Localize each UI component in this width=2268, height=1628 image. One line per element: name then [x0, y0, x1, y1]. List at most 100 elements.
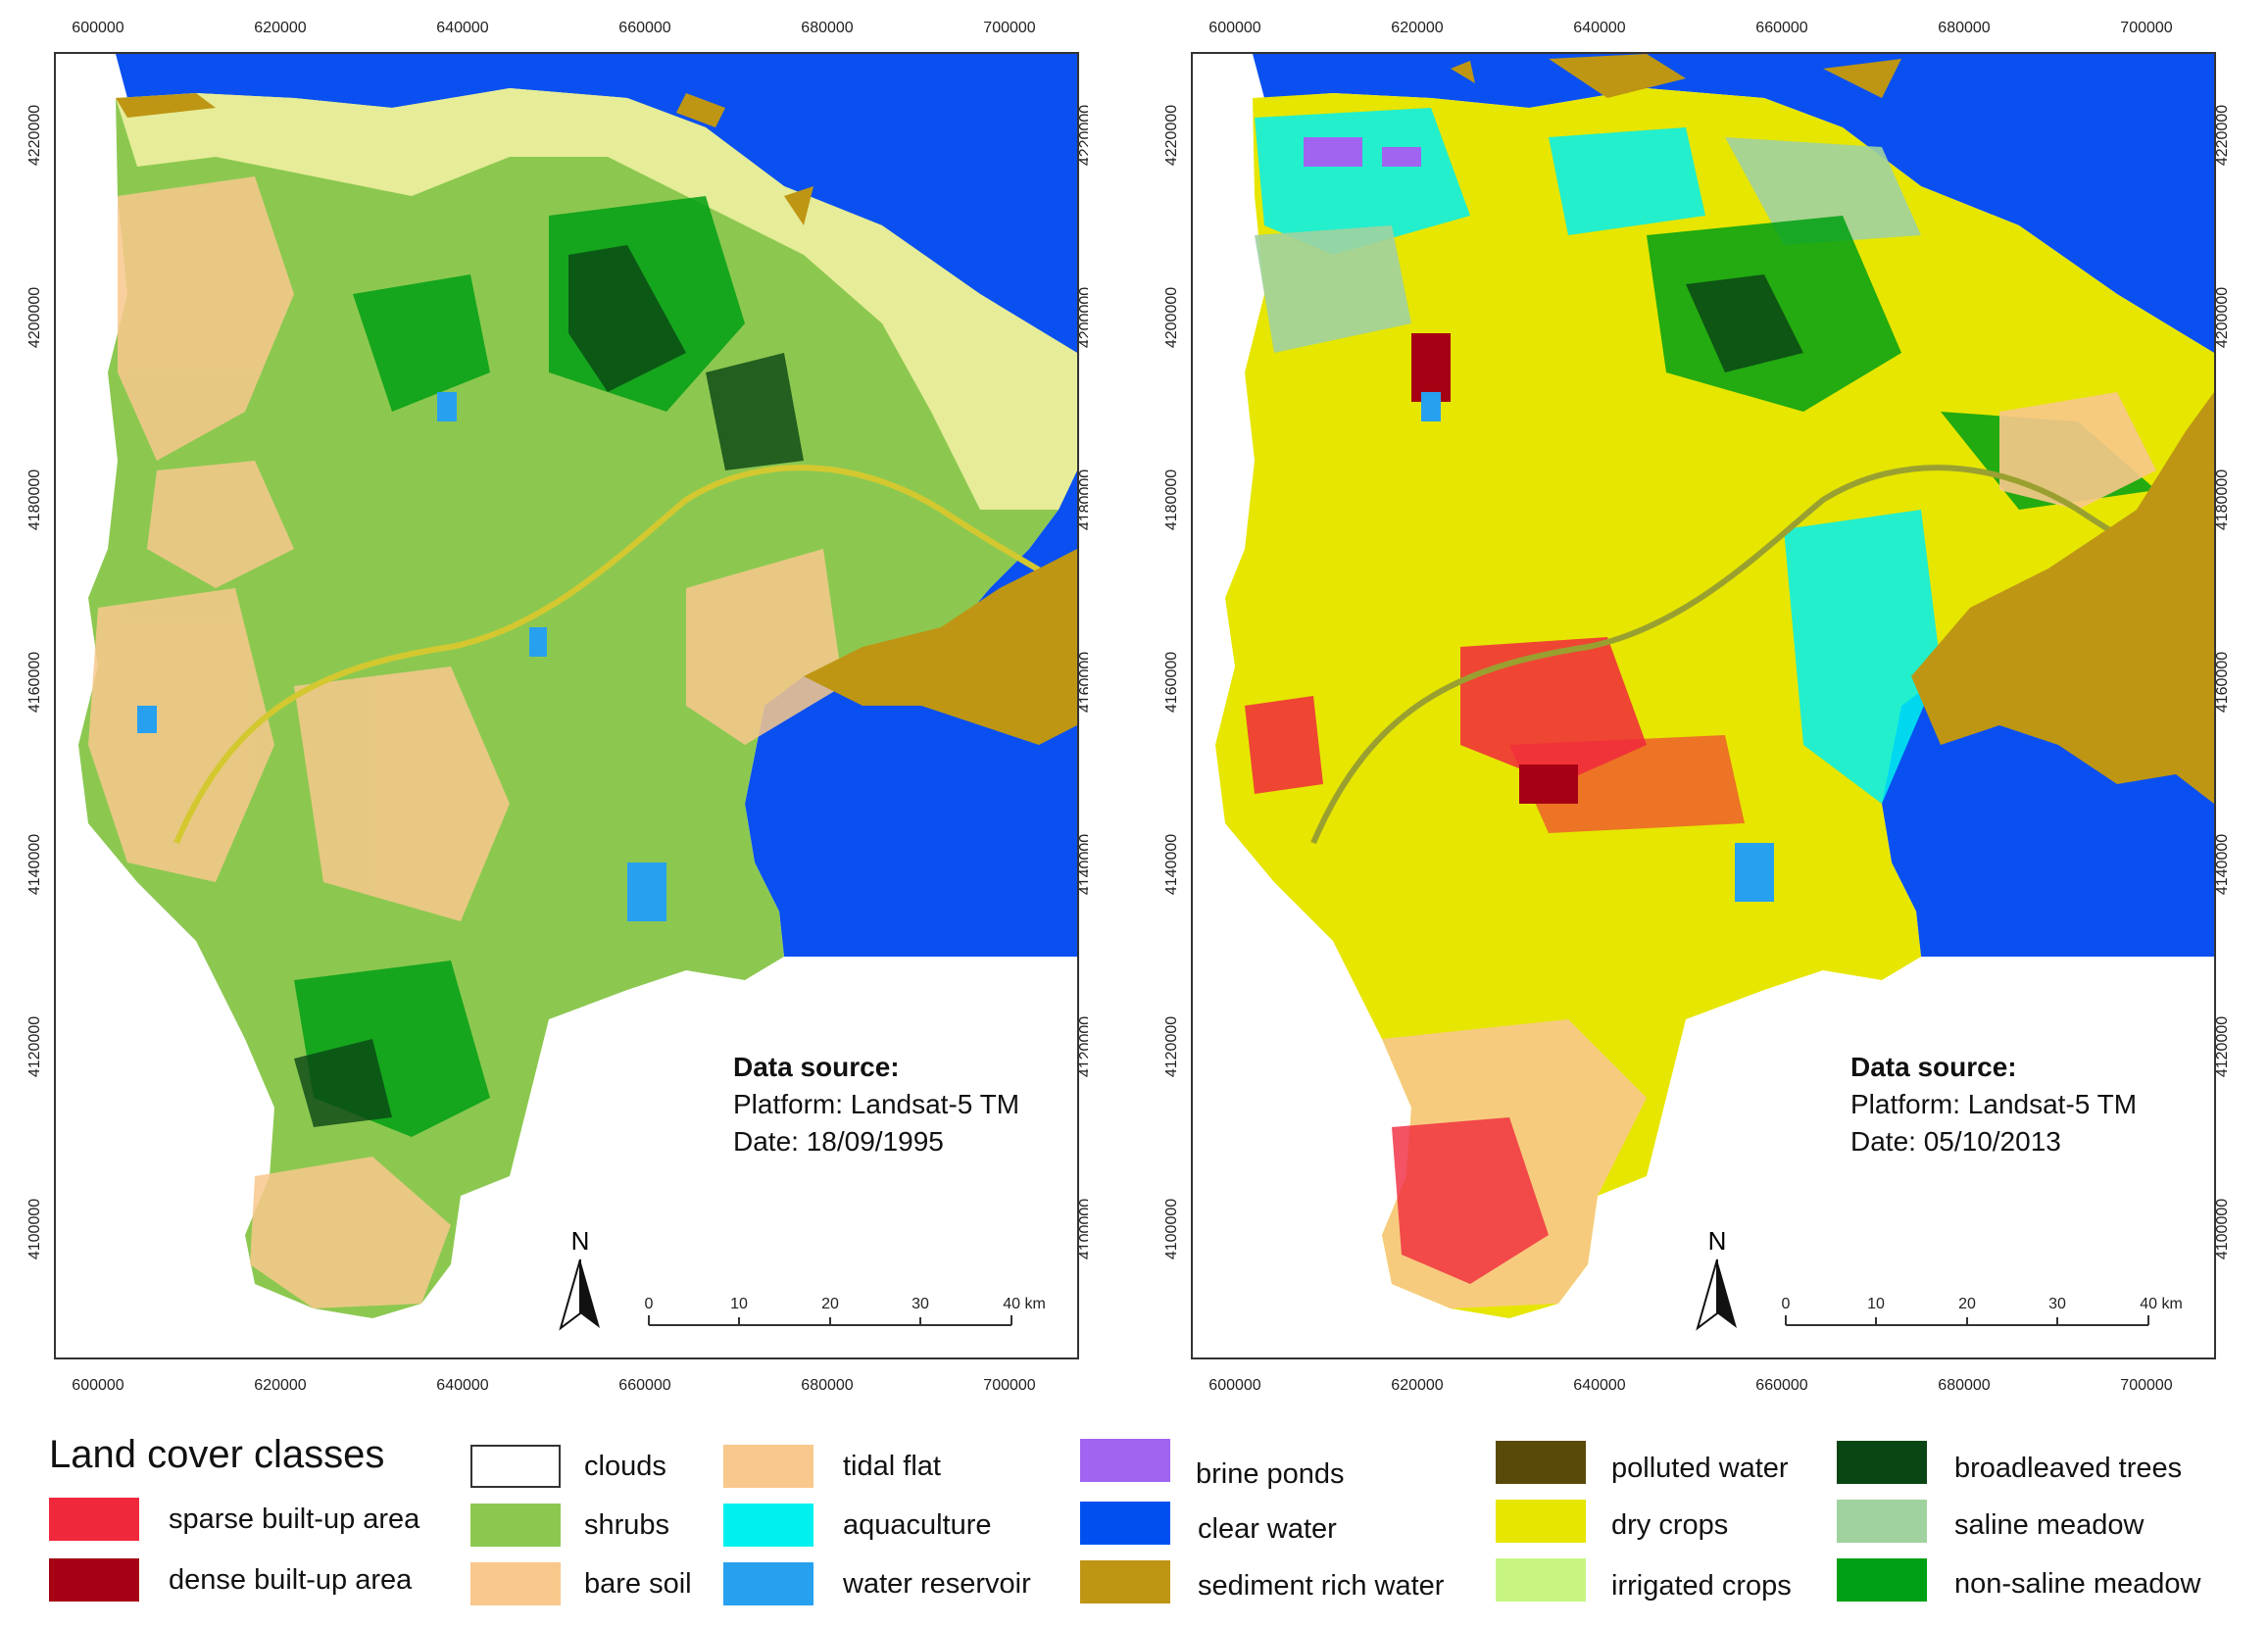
sediment-water-north: [1451, 54, 1901, 98]
scale-label: 20: [821, 1296, 839, 1312]
x-tick-label: 620000: [1391, 20, 1443, 36]
y-tick-label: 4140000: [2214, 834, 2231, 895]
bare-soil-patches: [88, 176, 843, 1308]
y-tick-label: 4120000: [1163, 1016, 1180, 1077]
north-arrow-icon: N: [1696, 1226, 1737, 1331]
scale-label: 30: [2048, 1296, 2066, 1312]
north-label: N: [1708, 1226, 1727, 1256]
scale-label: 0: [645, 1296, 654, 1312]
x-tick-label: 660000: [1755, 20, 1807, 36]
data-source-title: Data source:: [1850, 1052, 2017, 1082]
legend-swatch: [470, 1504, 561, 1547]
scale-label: 30: [912, 1296, 929, 1312]
x-tick-label: 680000: [801, 1377, 853, 1392]
x-tick-label: 600000: [72, 1377, 123, 1392]
y-tick-label: 4200000: [1163, 287, 1180, 348]
data-source-box: Data source: Platform: Landsat-5 TM Date…: [1850, 1049, 2137, 1160]
map-1995-canvas: 600000 620000 640000 660000 680000 70000…: [26, 20, 1088, 1392]
y-tick-label: 4220000: [2214, 105, 2231, 166]
date-text: Date: 05/10/2013: [1850, 1126, 2061, 1157]
y-tick-label: 4160000: [1077, 652, 1088, 713]
y-tick-label: 4180000: [1077, 469, 1088, 530]
y-ticks-left: 4220000 4200000 4180000 4160000 4140000 …: [1163, 105, 1180, 1259]
legend-swatch: [723, 1445, 814, 1488]
y-tick-label: 4100000: [1163, 1199, 1180, 1259]
x-tick-label: 680000: [1938, 1377, 1990, 1392]
legend-swatch: [470, 1562, 561, 1605]
x-tick-label: 620000: [1391, 1377, 1443, 1392]
y-tick-label: 4160000: [26, 652, 43, 713]
x-tick-label: 660000: [1755, 1377, 1807, 1392]
river: [1310, 465, 2207, 845]
map-2013-canvas: 600000 620000 640000 660000 680000 70000…: [1163, 20, 2231, 1392]
sediment-water-north: [116, 93, 814, 225]
x-tick-label: 640000: [436, 1377, 488, 1392]
y-tick-label: 4160000: [2214, 652, 2231, 713]
river: [173, 465, 1070, 845]
x-ticks-top: 600000 620000 640000 660000 680000 70000…: [72, 20, 1035, 36]
x-ticks-bottom: 600000 620000 640000 660000 680000 70000…: [1208, 1377, 2172, 1392]
legend-title: Land cover classes: [49, 1433, 385, 1476]
x-ticks-top: 600000 620000 640000 660000 680000 70000…: [1208, 20, 2172, 36]
water-reservoirs: [1421, 392, 1774, 902]
scale-label: 10: [1867, 1296, 1885, 1312]
x-tick-label: 600000: [72, 20, 123, 36]
y-ticks-left: 4220000 4200000 4180000 4160000 4140000 …: [26, 105, 43, 1259]
x-tick-label: 680000: [801, 20, 853, 36]
map-2013: 600000 620000 640000 660000 680000 70000…: [1137, 0, 2231, 1392]
map-1995: 600000 620000 640000 660000 680000 70000…: [0, 0, 1088, 1392]
x-tick-label: 660000: [618, 20, 670, 36]
north-arrow-icon: N: [559, 1226, 600, 1331]
y-tick-label: 4220000: [26, 105, 43, 166]
scale-label: 10: [730, 1296, 748, 1312]
legend-label: brine ponds: [1196, 1458, 1345, 1490]
data-source-title: Data source:: [733, 1052, 900, 1082]
y-tick-label: 4160000: [1163, 652, 1180, 713]
legend-label: shrubs: [584, 1509, 670, 1541]
legend-label: water reservoir: [843, 1568, 1031, 1600]
legend-label: non-saline meadow: [1954, 1568, 2201, 1600]
sediment-water: [804, 549, 1077, 745]
y-tick-label: 4200000: [1077, 287, 1088, 348]
y-tick-label: 4140000: [26, 834, 43, 895]
x-ticks-bottom: 600000 620000 640000 660000 680000 70000…: [72, 1377, 1035, 1392]
land-area: [1215, 88, 2214, 1318]
x-tick-label: 620000: [254, 1377, 306, 1392]
legend-swatch: [1837, 1500, 1927, 1543]
y-tick-label: 4180000: [26, 469, 43, 530]
legend-swatch: [49, 1558, 139, 1602]
water-reservoirs: [137, 392, 666, 921]
y-tick-label: 4100000: [26, 1199, 43, 1259]
coastal-belt: [116, 88, 1077, 510]
legend-swatch: [1080, 1502, 1170, 1545]
legend: Land cover classes sparse built-up area …: [0, 1411, 2268, 1628]
y-tick-label: 4100000: [2214, 1199, 2231, 1259]
legend-label: aquaculture: [843, 1509, 992, 1541]
y-tick-label: 4120000: [26, 1016, 43, 1077]
legend-swatch: [723, 1504, 814, 1547]
x-tick-label: 640000: [1573, 1377, 1625, 1392]
scale-label: 20: [1958, 1296, 1976, 1312]
legend-label: clouds: [584, 1451, 666, 1482]
y-tick-label: 4180000: [1163, 469, 1180, 530]
legend-swatch: [1496, 1558, 1586, 1602]
x-tick-label: 640000: [436, 20, 488, 36]
scale-bar: 0 10 20 30 40 km: [645, 1296, 1046, 1326]
y-tick-label: 4200000: [26, 287, 43, 348]
data-source-box: Data source: Platform: Landsat-5 TM Date…: [733, 1049, 1019, 1160]
platform-text: Platform: Landsat-5 TM: [733, 1089, 1020, 1119]
legend-label: dry crops: [1611, 1509, 1729, 1541]
scale-bar: 0 10 20 30 40 km: [1782, 1296, 2183, 1326]
x-tick-label: 600000: [1208, 1377, 1260, 1392]
x-tick-label: 700000: [2120, 1377, 2172, 1392]
north-label: N: [571, 1226, 590, 1256]
x-tick-label: 700000: [983, 20, 1035, 36]
x-tick-label: 700000: [983, 1377, 1035, 1392]
dense-built-up-areas: [1411, 333, 1578, 804]
legend-label: sediment rich water: [1198, 1570, 1445, 1602]
legend-swatch: [1496, 1441, 1586, 1484]
legend-label: bare soil: [584, 1568, 692, 1600]
legend-swatch: [1837, 1441, 1927, 1484]
saline-meadow-patches: [1255, 137, 1921, 353]
legend-label: dense built-up area: [169, 1564, 413, 1596]
